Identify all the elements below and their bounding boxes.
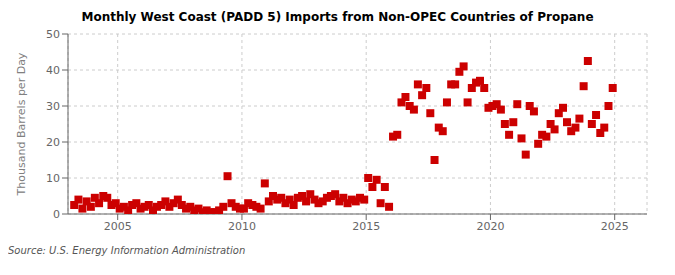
svg-text:2010: 2010 bbox=[228, 220, 256, 233]
svg-text:2025: 2025 bbox=[601, 220, 629, 233]
html-text:Source: U.S. Energy Informatio: Source: U.S. Energy Information Administ… bbox=[8, 245, 246, 256]
svg-text:30: 30 bbox=[46, 100, 60, 113]
svg-text:2005: 2005 bbox=[104, 220, 132, 233]
svg-text:0: 0 bbox=[53, 208, 60, 221]
svg-text:2015: 2015 bbox=[352, 220, 380, 233]
svg-text:2020: 2020 bbox=[476, 220, 504, 233]
html-text:Monthly West Coast (PADD 5) Im: Monthly West Coast (PADD 5) Imports from… bbox=[81, 10, 594, 24]
svg-text:10: 10 bbox=[46, 172, 60, 185]
svg-text:40: 40 bbox=[46, 64, 60, 77]
svg-text:50: 50 bbox=[46, 28, 60, 41]
svg-text:Thousand Barrels per Day: Thousand Barrels per Day bbox=[15, 52, 28, 196]
svg-text:20: 20 bbox=[46, 136, 60, 149]
